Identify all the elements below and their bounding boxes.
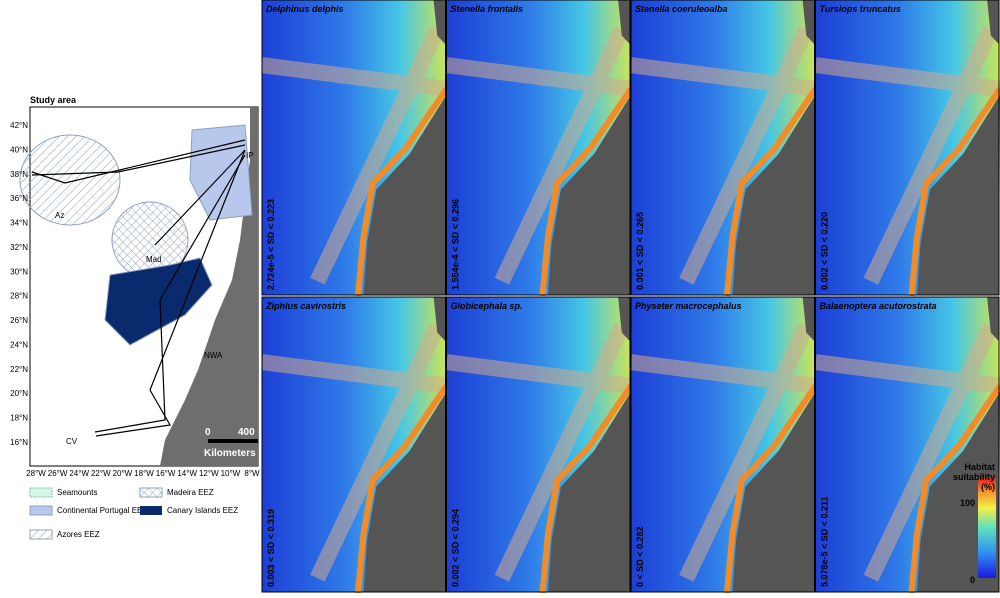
colorbar-title: Habitat [964, 462, 995, 472]
latitude-labels: 42°N 40°N 38°N 36°N 34°N 32°N 30°N 28°N 26°N 24°N… [10, 121, 28, 447]
legend: Seamounts Continental Portugal EEZ Azore… [30, 488, 238, 539]
latitude-label: 20°N [10, 389, 28, 398]
habitat-map-panel: Stenella coeruleoalba 0.001 < SD < 0.265 [631, 0, 816, 296]
habitat-map-panel: Stenella frontalis 1.554e-4 < SD < 0.296 [447, 0, 632, 296]
study-area-title: Study area [30, 95, 77, 105]
latitude-label: 28°N [10, 292, 28, 301]
place-label: NWA [204, 351, 223, 360]
place-label: IP [246, 151, 254, 160]
sd-range: 2.724e-5 < SD < 0.223 [266, 199, 276, 290]
latitude-label: 32°N [10, 243, 28, 252]
sd-range: 5.078e-5 < SD < 0.211 [820, 496, 830, 587]
longitude-label: 8°W [244, 469, 260, 478]
habitat-map-panel: Balaenoptera acutorostrata 5.078e-5 < SD … [816, 297, 1000, 593]
legend-label: Continental Portugal EEZ [57, 506, 147, 515]
latitude-label: 36°N [10, 194, 28, 203]
sd-range: 1.554e-4 < SD < 0.296 [451, 199, 461, 290]
longitude-label: 18°W [134, 469, 154, 478]
habitat-map-panel: Physeter macrocephalus 0 < SD < 0.282 [631, 297, 816, 593]
species-name: Stenella frontalis [451, 4, 524, 14]
species-name: Ziphius cavirostris [265, 301, 346, 311]
latitude-label: 42°N [10, 121, 28, 130]
legend-label: Canary Islands EEZ [167, 506, 238, 515]
panels: Delphinus delphis 2.724e-5 < SD < 0.223 St… [262, 0, 1000, 593]
latitude-label: 34°N [10, 219, 28, 228]
latitude-label: 26°N [10, 316, 28, 325]
latitude-label: 38°N [10, 170, 28, 179]
habitat-map-panel: Globicephala sp. 0.002 < SD < 0.294 [447, 297, 632, 593]
longitude-label: 26°W [48, 469, 68, 478]
latitude-label: 40°N [10, 145, 28, 154]
place-label: CV [66, 437, 78, 446]
study-area-map [20, 107, 258, 466]
sd-range: 0.002 < SD < 0.294 [451, 509, 461, 587]
longitude-label: 24°W [69, 469, 89, 478]
species-name: Balaenoptera acutorostrata [820, 301, 937, 311]
habitat-map-panel: Ziphius cavirostris 0.003 < SD < 0.319 [262, 297, 447, 593]
sd-range: 0.003 < SD < 0.319 [266, 509, 276, 587]
habitat-map-panel: Tursiops truncatus 0.002 < SD < 0.220 [816, 0, 1000, 296]
latitude-label: 18°N [10, 414, 28, 423]
longitude-label: 22°W [91, 469, 111, 478]
place-label: Az [55, 211, 64, 220]
species-name: Globicephala sp. [451, 301, 523, 311]
latitude-label: 22°N [10, 365, 28, 374]
longitude-label: 28°W [26, 469, 46, 478]
species-name: Physeter macrocephalus [635, 301, 742, 311]
species-name: Delphinus delphis [266, 4, 344, 14]
legend-label: Madeira EEZ [167, 488, 214, 497]
legend-label: Seamounts [57, 488, 97, 497]
species-name: Tursiops truncatus [820, 4, 901, 14]
scale-end: 400 [238, 427, 255, 438]
sd-range: 0.001 < SD < 0.265 [635, 212, 645, 290]
colorbar-title: suitability [953, 472, 995, 482]
place-label: Mad [146, 255, 162, 264]
longitude-label: 12°W [199, 469, 219, 478]
longitude-label: 10°W [221, 469, 241, 478]
colorbar-title: (%) [981, 482, 995, 492]
colorbar-max: 100 [960, 498, 975, 508]
habitat-map-panel: Delphinus delphis 2.724e-5 < SD < 0.223 [262, 0, 447, 296]
sd-range: 0 < SD < 0.282 [635, 526, 645, 587]
scale-unit: Kilometers [204, 448, 256, 459]
longitude-label: 20°W [113, 469, 133, 478]
latitude-label: 24°N [10, 340, 28, 349]
colorbar-min: 0 [970, 575, 975, 585]
scale-start: 0 [205, 427, 211, 438]
longitude-label: 16°W [156, 469, 176, 478]
species-name: Stenella coeruleoalba [635, 4, 728, 14]
latitude-label: 16°N [10, 438, 28, 447]
latitude-label: 30°N [10, 267, 28, 276]
legend-label: Azores EEZ [57, 530, 100, 539]
sd-range: 0.002 < SD < 0.220 [820, 212, 830, 290]
longitude-label: 14°W [177, 469, 197, 478]
